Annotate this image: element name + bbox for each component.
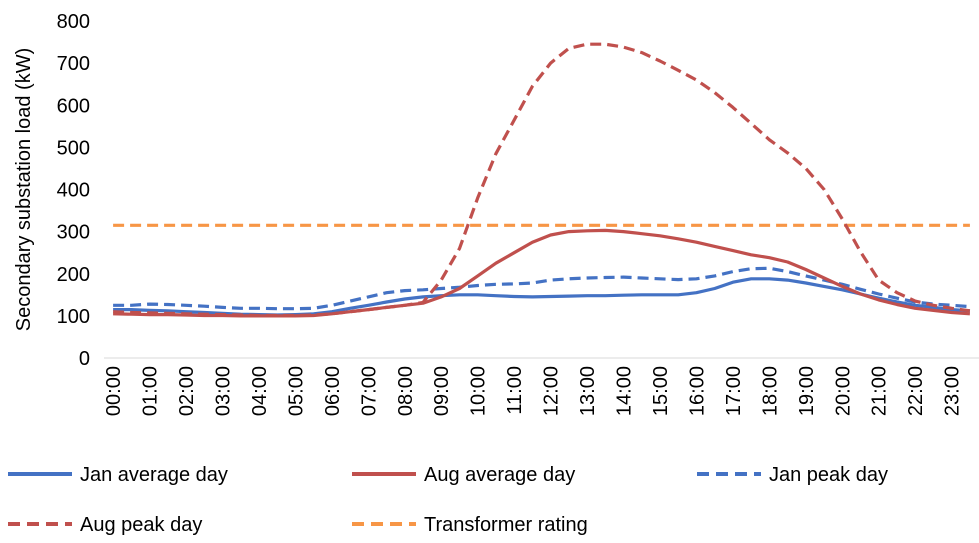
x-tick-label: 12:00 [541, 366, 563, 416]
x-tick-label: 14:00 [614, 366, 636, 416]
x-tick-label: 18:00 [759, 366, 781, 416]
y-axis-title: Secondary substation load (kW) [13, 48, 35, 331]
x-tick-label: 15:00 [650, 366, 672, 416]
y-tick-label: 700 [57, 53, 90, 75]
x-tick-label: 03:00 [212, 366, 234, 416]
x-tick-label: 16:00 [686, 366, 708, 416]
plot-area [113, 42, 971, 318]
x-tick-label: 02:00 [176, 366, 198, 416]
x-tick-label: 11:00 [504, 366, 526, 415]
x-tick-label: 19:00 [796, 366, 818, 416]
x-tick-label: 17:00 [723, 366, 745, 416]
y-tick-label: 800 [57, 11, 90, 33]
y-tick-label: 0 [79, 348, 90, 370]
x-tick-label: 21:00 [869, 366, 891, 416]
y-tick-label: 100 [57, 306, 90, 328]
x-tick-label: 10:00 [468, 366, 490, 416]
y-tick-label: 200 [57, 264, 90, 286]
y-tick-label: 400 [57, 180, 90, 202]
legend-label: Aug average day [424, 464, 575, 486]
legend: Jan average day Aug average day Jan peak d… [8, 464, 888, 536]
x-tick-label: 06:00 [322, 366, 344, 416]
x-tick-label: 04:00 [249, 366, 271, 416]
y-axis-ticks: 0 100 200 300 400 500 600 700 800 [57, 11, 90, 370]
x-tick-label: 07:00 [358, 366, 380, 416]
y-tick-label: 300 [57, 222, 90, 244]
y-tick-label: 500 [57, 137, 90, 159]
x-tick-label: 01:00 [140, 366, 162, 416]
legend-label: Aug peak day [80, 514, 202, 536]
series-line-aug-peak-day [113, 42, 971, 318]
legend-label: Jan peak day [769, 464, 888, 486]
x-tick-label: 13:00 [577, 366, 599, 416]
x-tick-label: 22:00 [905, 366, 927, 416]
legend-label: Jan average day [80, 464, 228, 486]
y-tick-label: 600 [57, 95, 90, 117]
legend-label: Transformer rating [424, 514, 588, 536]
x-tick-label: 08:00 [395, 366, 417, 416]
x-tick-label: 09:00 [431, 366, 453, 416]
x-tick-label: 00:00 [103, 366, 125, 416]
series-line-aug-average-day [113, 228, 971, 318]
x-tick-label: 23:00 [942, 366, 964, 416]
x-axis-ticks: 00:00 01:00 02:00 03:00 04:00 05:00 06:00 07:00… [103, 366, 964, 416]
x-tick-label: 20:00 [832, 366, 854, 416]
x-tick-label: 05:00 [285, 366, 307, 416]
